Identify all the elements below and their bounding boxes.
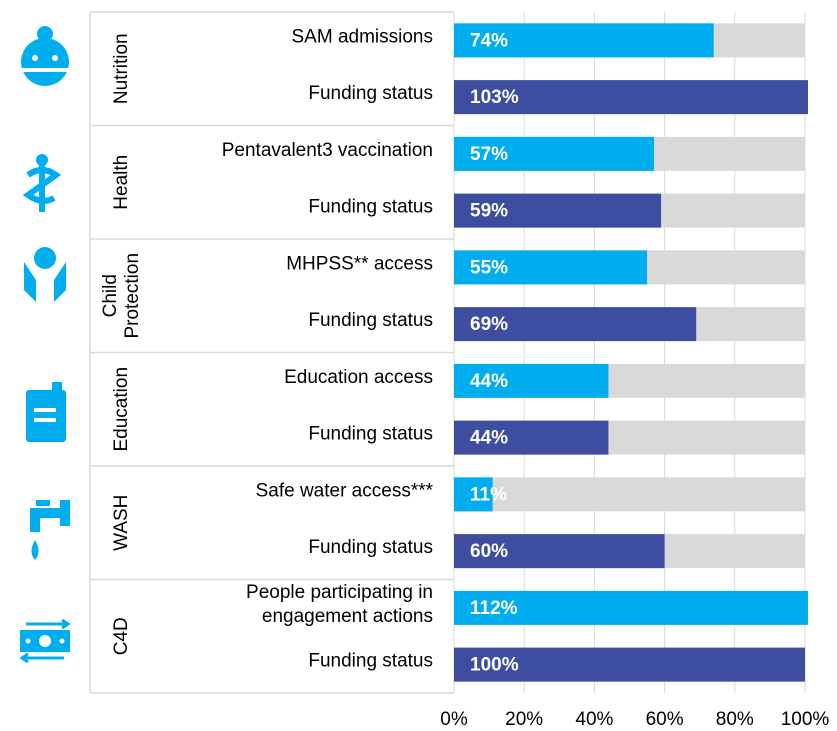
icons xyxy=(19,26,71,664)
x-tick-label: 40% xyxy=(575,709,613,730)
value-label: 59% xyxy=(470,201,508,222)
category-label: Funding status xyxy=(308,83,433,104)
category-label: Funding status xyxy=(308,424,433,445)
bar-background xyxy=(454,477,805,512)
value-label: 57% xyxy=(470,144,508,165)
bar xyxy=(454,136,655,171)
bar xyxy=(454,193,662,228)
category-label: Safe water access*** xyxy=(256,480,434,501)
x-tick-label: 20% xyxy=(505,709,543,730)
category-label: Education access xyxy=(284,367,433,388)
bar xyxy=(454,80,808,115)
value-label: 55% xyxy=(470,257,508,278)
bar xyxy=(454,647,805,682)
group-label: ChildProtection xyxy=(100,253,143,339)
category-label: MHPSS** access xyxy=(286,253,433,274)
bar xyxy=(454,363,609,398)
bars xyxy=(454,23,808,682)
bar xyxy=(454,477,493,512)
group-label: WASH xyxy=(111,495,132,551)
category-label: Funding status xyxy=(308,310,433,331)
x-tick-label: 80% xyxy=(716,709,754,730)
category-label: Pentavalent3 vaccination xyxy=(222,140,433,161)
category-label-line: People participating in xyxy=(246,582,433,603)
value-label: 44% xyxy=(470,428,508,449)
wash-icon xyxy=(30,500,70,560)
bar xyxy=(454,307,697,342)
value-label: 74% xyxy=(470,30,508,51)
category-label: Funding status xyxy=(308,651,433,672)
x-tick-label: 100% xyxy=(781,709,830,730)
child-protection-icon xyxy=(24,247,66,302)
value-label: 60% xyxy=(470,541,508,562)
category-label: Funding status xyxy=(308,197,433,218)
group-label: Nutrition xyxy=(111,33,132,104)
category-label: SAM admissions xyxy=(292,26,434,47)
group-label-line: Child xyxy=(100,274,121,317)
group-label: Health xyxy=(111,155,132,210)
bar xyxy=(454,420,609,455)
bar xyxy=(454,534,665,569)
value-label: 103% xyxy=(470,87,519,108)
bar xyxy=(454,250,648,285)
group-label: C4D xyxy=(111,617,132,655)
value-label: 112% xyxy=(470,598,518,619)
category-label: People participating in engagement action… xyxy=(246,582,433,627)
x-tick-label: 60% xyxy=(646,709,684,730)
bar xyxy=(454,590,808,625)
health-icon xyxy=(22,154,62,212)
value-label: 69% xyxy=(470,314,508,335)
category-label: Funding status xyxy=(308,537,433,558)
education-icon xyxy=(26,382,66,442)
value-label: 11% xyxy=(470,484,507,505)
value-label: 44% xyxy=(470,371,508,392)
value-label: 100% xyxy=(470,655,519,676)
group-label: Education xyxy=(111,367,132,452)
group-label-line: Protection xyxy=(122,253,143,339)
nutrition-icon xyxy=(21,26,69,86)
bar xyxy=(454,23,714,58)
category-label-line: engagement actions xyxy=(262,606,433,627)
x-tick-label: 0% xyxy=(440,709,468,730)
c4d-icon xyxy=(19,618,71,664)
